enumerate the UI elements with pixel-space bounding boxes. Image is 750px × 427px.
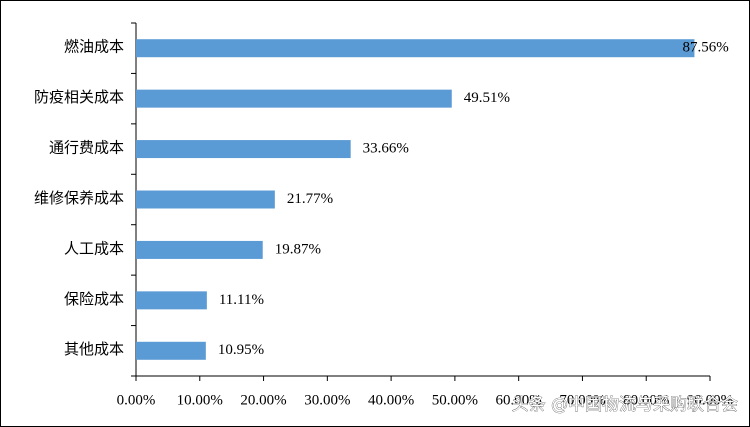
value-label: 33.66% — [363, 141, 409, 157]
value-label: 10.95% — [218, 342, 264, 358]
x-tick-label: 50.00% — [432, 392, 478, 408]
y-tick-label: 保险成本 — [64, 291, 124, 308]
x-tick-label: 30.00% — [304, 392, 350, 408]
bar — [136, 341, 206, 360]
bar — [136, 89, 452, 108]
y-tick-label: 防疫相关成本 — [34, 89, 124, 106]
x-tick-label: 40.00% — [368, 392, 414, 408]
y-tick-label: 其他成本 — [64, 341, 124, 358]
value-label: 19.87% — [275, 241, 321, 257]
bar — [136, 190, 275, 209]
x-tick-label: 70.00% — [559, 392, 605, 408]
y-tick-label: 燃油成本 — [64, 38, 124, 56]
y-tick-label: 维修保养成本 — [34, 190, 124, 207]
x-tick-label: 60.00% — [496, 392, 542, 408]
y-tick-label: 人工成本 — [64, 240, 124, 257]
bar — [136, 240, 263, 259]
x-tick-label: 90.00% — [687, 392, 733, 408]
x-tick-label: 10.00% — [177, 392, 223, 408]
bar — [136, 39, 695, 58]
x-tick-label: 80.00% — [623, 392, 669, 408]
value-label: 11.11% — [219, 292, 264, 308]
y-tick-label: 通行费成本 — [49, 140, 124, 157]
bar — [136, 140, 351, 159]
x-tick-label: 20.00% — [240, 392, 286, 408]
x-tick-label: 0.00% — [117, 392, 156, 408]
value-label: 49.51% — [464, 90, 510, 106]
value-label: 87.56% — [682, 40, 728, 56]
watermark: 头条 @中国物流与采购联合会 — [512, 395, 738, 415]
bar — [136, 291, 207, 310]
value-label: 21.77% — [287, 191, 333, 207]
